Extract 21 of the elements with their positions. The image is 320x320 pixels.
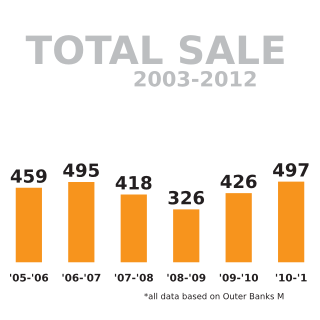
bar (278, 182, 304, 262)
data-label: 459 (10, 169, 47, 183)
data-label: 497 (273, 163, 309, 177)
bar (226, 193, 252, 262)
x-tick-label: '10-'1 (276, 274, 307, 282)
x-tick-label: '09-'10 (220, 274, 258, 282)
text: *all data based on Outer Banks M (144, 292, 284, 300)
bar (16, 188, 42, 262)
chart-title: TOTAL SALE (26, 35, 284, 65)
chart-subtitle: 2003-2012 (134, 70, 256, 87)
data-label: 495 (63, 163, 99, 178)
data-label: 326 (168, 190, 204, 205)
x-tick-label: '08-'09 (167, 274, 206, 282)
bar (173, 209, 200, 262)
bar (68, 182, 94, 262)
x-tick-label: '05-'06 (10, 274, 48, 282)
data-label: 426 (220, 174, 257, 188)
x-tick-label: '06-'07 (62, 274, 100, 282)
x-tick-label: '07-'08 (114, 274, 153, 282)
data-label: 418 (116, 176, 152, 190)
bar (120, 194, 147, 262)
